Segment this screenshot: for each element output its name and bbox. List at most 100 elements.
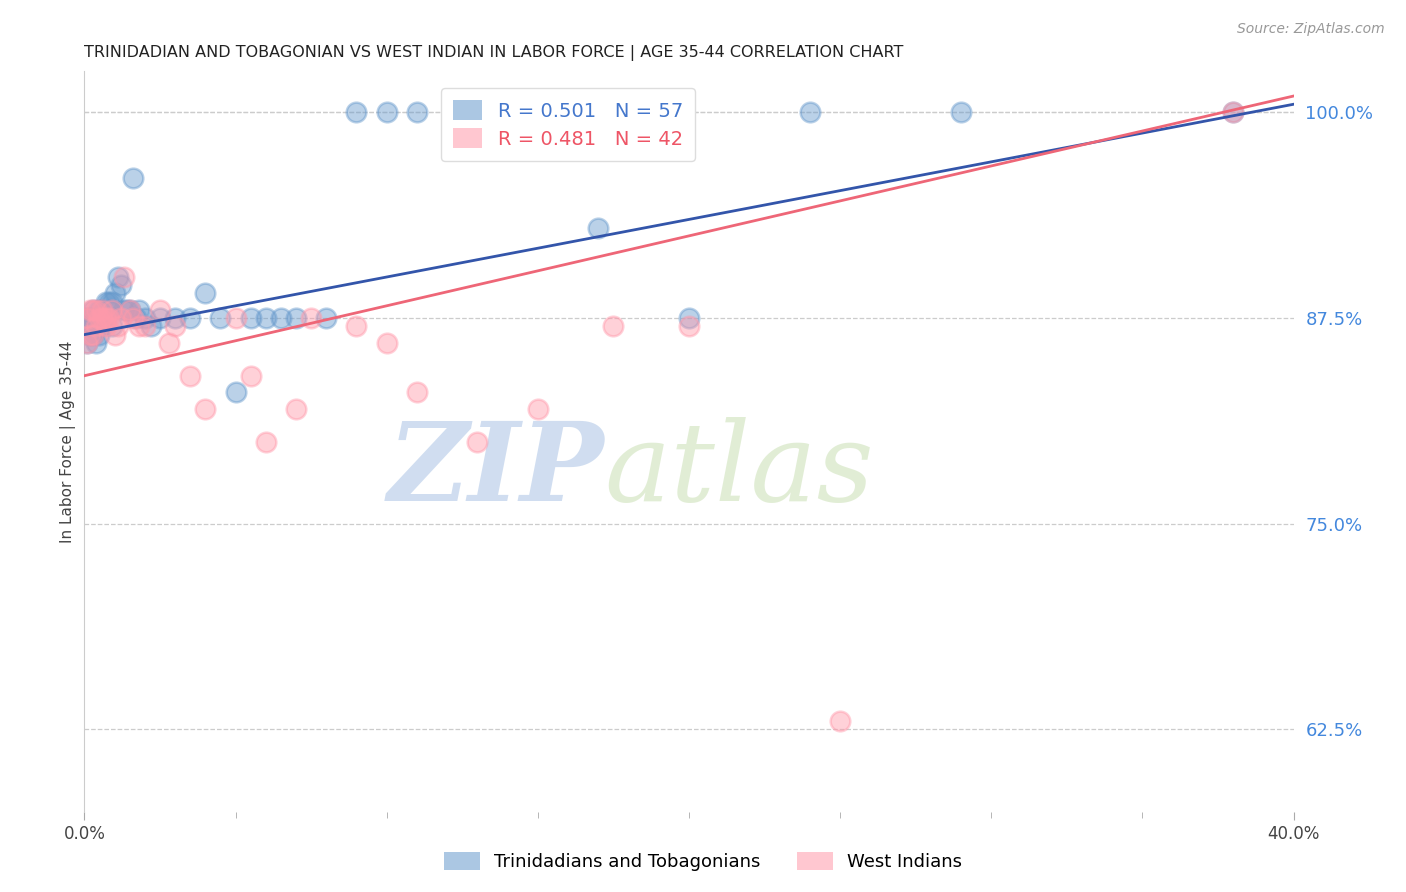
Point: [239, 368, 262, 383]
Point: [950, 105, 973, 120]
Point: [157, 335, 180, 350]
Point: [121, 311, 143, 326]
Point: [94, 311, 117, 326]
Point: [104, 286, 127, 301]
Point: [97, 294, 120, 309]
Point: [91, 311, 114, 326]
Text: Source: ZipAtlas.com: Source: ZipAtlas.com: [1237, 22, 1385, 37]
Point: [79, 311, 101, 326]
Point: [299, 311, 322, 326]
Point: [285, 401, 308, 416]
Point: [830, 714, 852, 729]
Point: [375, 105, 398, 120]
Text: ZIP: ZIP: [388, 417, 605, 524]
Point: [100, 319, 122, 334]
Point: [799, 105, 821, 120]
Point: [194, 401, 217, 416]
Point: [1222, 105, 1244, 120]
Point: [678, 311, 700, 326]
Point: [149, 302, 172, 317]
Point: [315, 311, 337, 326]
Point: [89, 311, 111, 326]
Point: [527, 401, 550, 416]
Point: [91, 311, 114, 326]
Point: [86, 335, 108, 350]
Point: [588, 220, 610, 235]
Legend: R = 0.501   N = 57, R = 0.481   N = 42: R = 0.501 N = 57, R = 0.481 N = 42: [441, 88, 695, 161]
Point: [406, 105, 429, 120]
Point: [82, 319, 104, 334]
Point: [194, 286, 217, 301]
Point: [94, 294, 117, 309]
Point: [134, 311, 156, 326]
Point: [139, 319, 162, 334]
Point: [79, 319, 101, 334]
Point: [94, 311, 117, 326]
Point: [76, 311, 98, 326]
Point: [239, 311, 262, 326]
Point: [254, 434, 277, 449]
Point: [115, 302, 138, 317]
Point: [89, 327, 111, 342]
Point: [82, 311, 104, 326]
Legend: Trinidadians and Tobagonians, West Indians: Trinidadians and Tobagonians, West India…: [436, 845, 970, 879]
Point: [91, 302, 114, 317]
Point: [225, 311, 247, 326]
Point: [89, 311, 111, 326]
Point: [110, 278, 132, 293]
Point: [527, 105, 550, 120]
Point: [254, 311, 277, 326]
Point: [112, 270, 135, 285]
Point: [79, 327, 101, 342]
Point: [76, 335, 98, 350]
Point: [375, 335, 398, 350]
Point: [165, 319, 187, 334]
Point: [467, 105, 489, 120]
Point: [86, 311, 108, 326]
Point: [86, 319, 108, 334]
Point: [1222, 105, 1244, 120]
Point: [82, 327, 104, 342]
Point: [82, 302, 104, 317]
Point: [110, 311, 132, 326]
Point: [97, 302, 120, 317]
Point: [128, 302, 150, 317]
Point: [467, 434, 489, 449]
Point: [91, 319, 114, 334]
Point: [100, 302, 122, 317]
Point: [82, 302, 104, 317]
Point: [134, 319, 156, 334]
Point: [179, 311, 201, 326]
Text: TRINIDADIAN AND TOBAGONIAN VS WEST INDIAN IN LABOR FORCE | AGE 35-44 CORRELATION: TRINIDADIAN AND TOBAGONIAN VS WEST INDIA…: [84, 45, 904, 62]
Point: [285, 311, 308, 326]
Point: [107, 319, 129, 334]
Text: atlas: atlas: [605, 417, 875, 524]
Point: [125, 311, 148, 326]
Point: [118, 302, 141, 317]
Point: [149, 311, 172, 326]
Point: [225, 385, 247, 400]
Point: [112, 302, 135, 317]
Point: [76, 335, 98, 350]
Point: [602, 319, 624, 334]
Point: [346, 319, 368, 334]
Point: [678, 319, 700, 334]
Point: [86, 319, 108, 334]
Point: [121, 171, 143, 186]
Point: [406, 385, 429, 400]
Point: [100, 294, 122, 309]
Y-axis label: In Labor Force | Age 35-44: In Labor Force | Age 35-44: [60, 341, 76, 542]
Point: [104, 327, 127, 342]
Point: [209, 311, 232, 326]
Point: [94, 319, 117, 334]
Point: [128, 319, 150, 334]
Point: [118, 302, 141, 317]
Point: [107, 270, 129, 285]
Point: [179, 368, 201, 383]
Point: [76, 311, 98, 326]
Point: [79, 327, 101, 342]
Point: [270, 311, 292, 326]
Point: [97, 311, 120, 326]
Point: [89, 302, 111, 317]
Point: [346, 105, 368, 120]
